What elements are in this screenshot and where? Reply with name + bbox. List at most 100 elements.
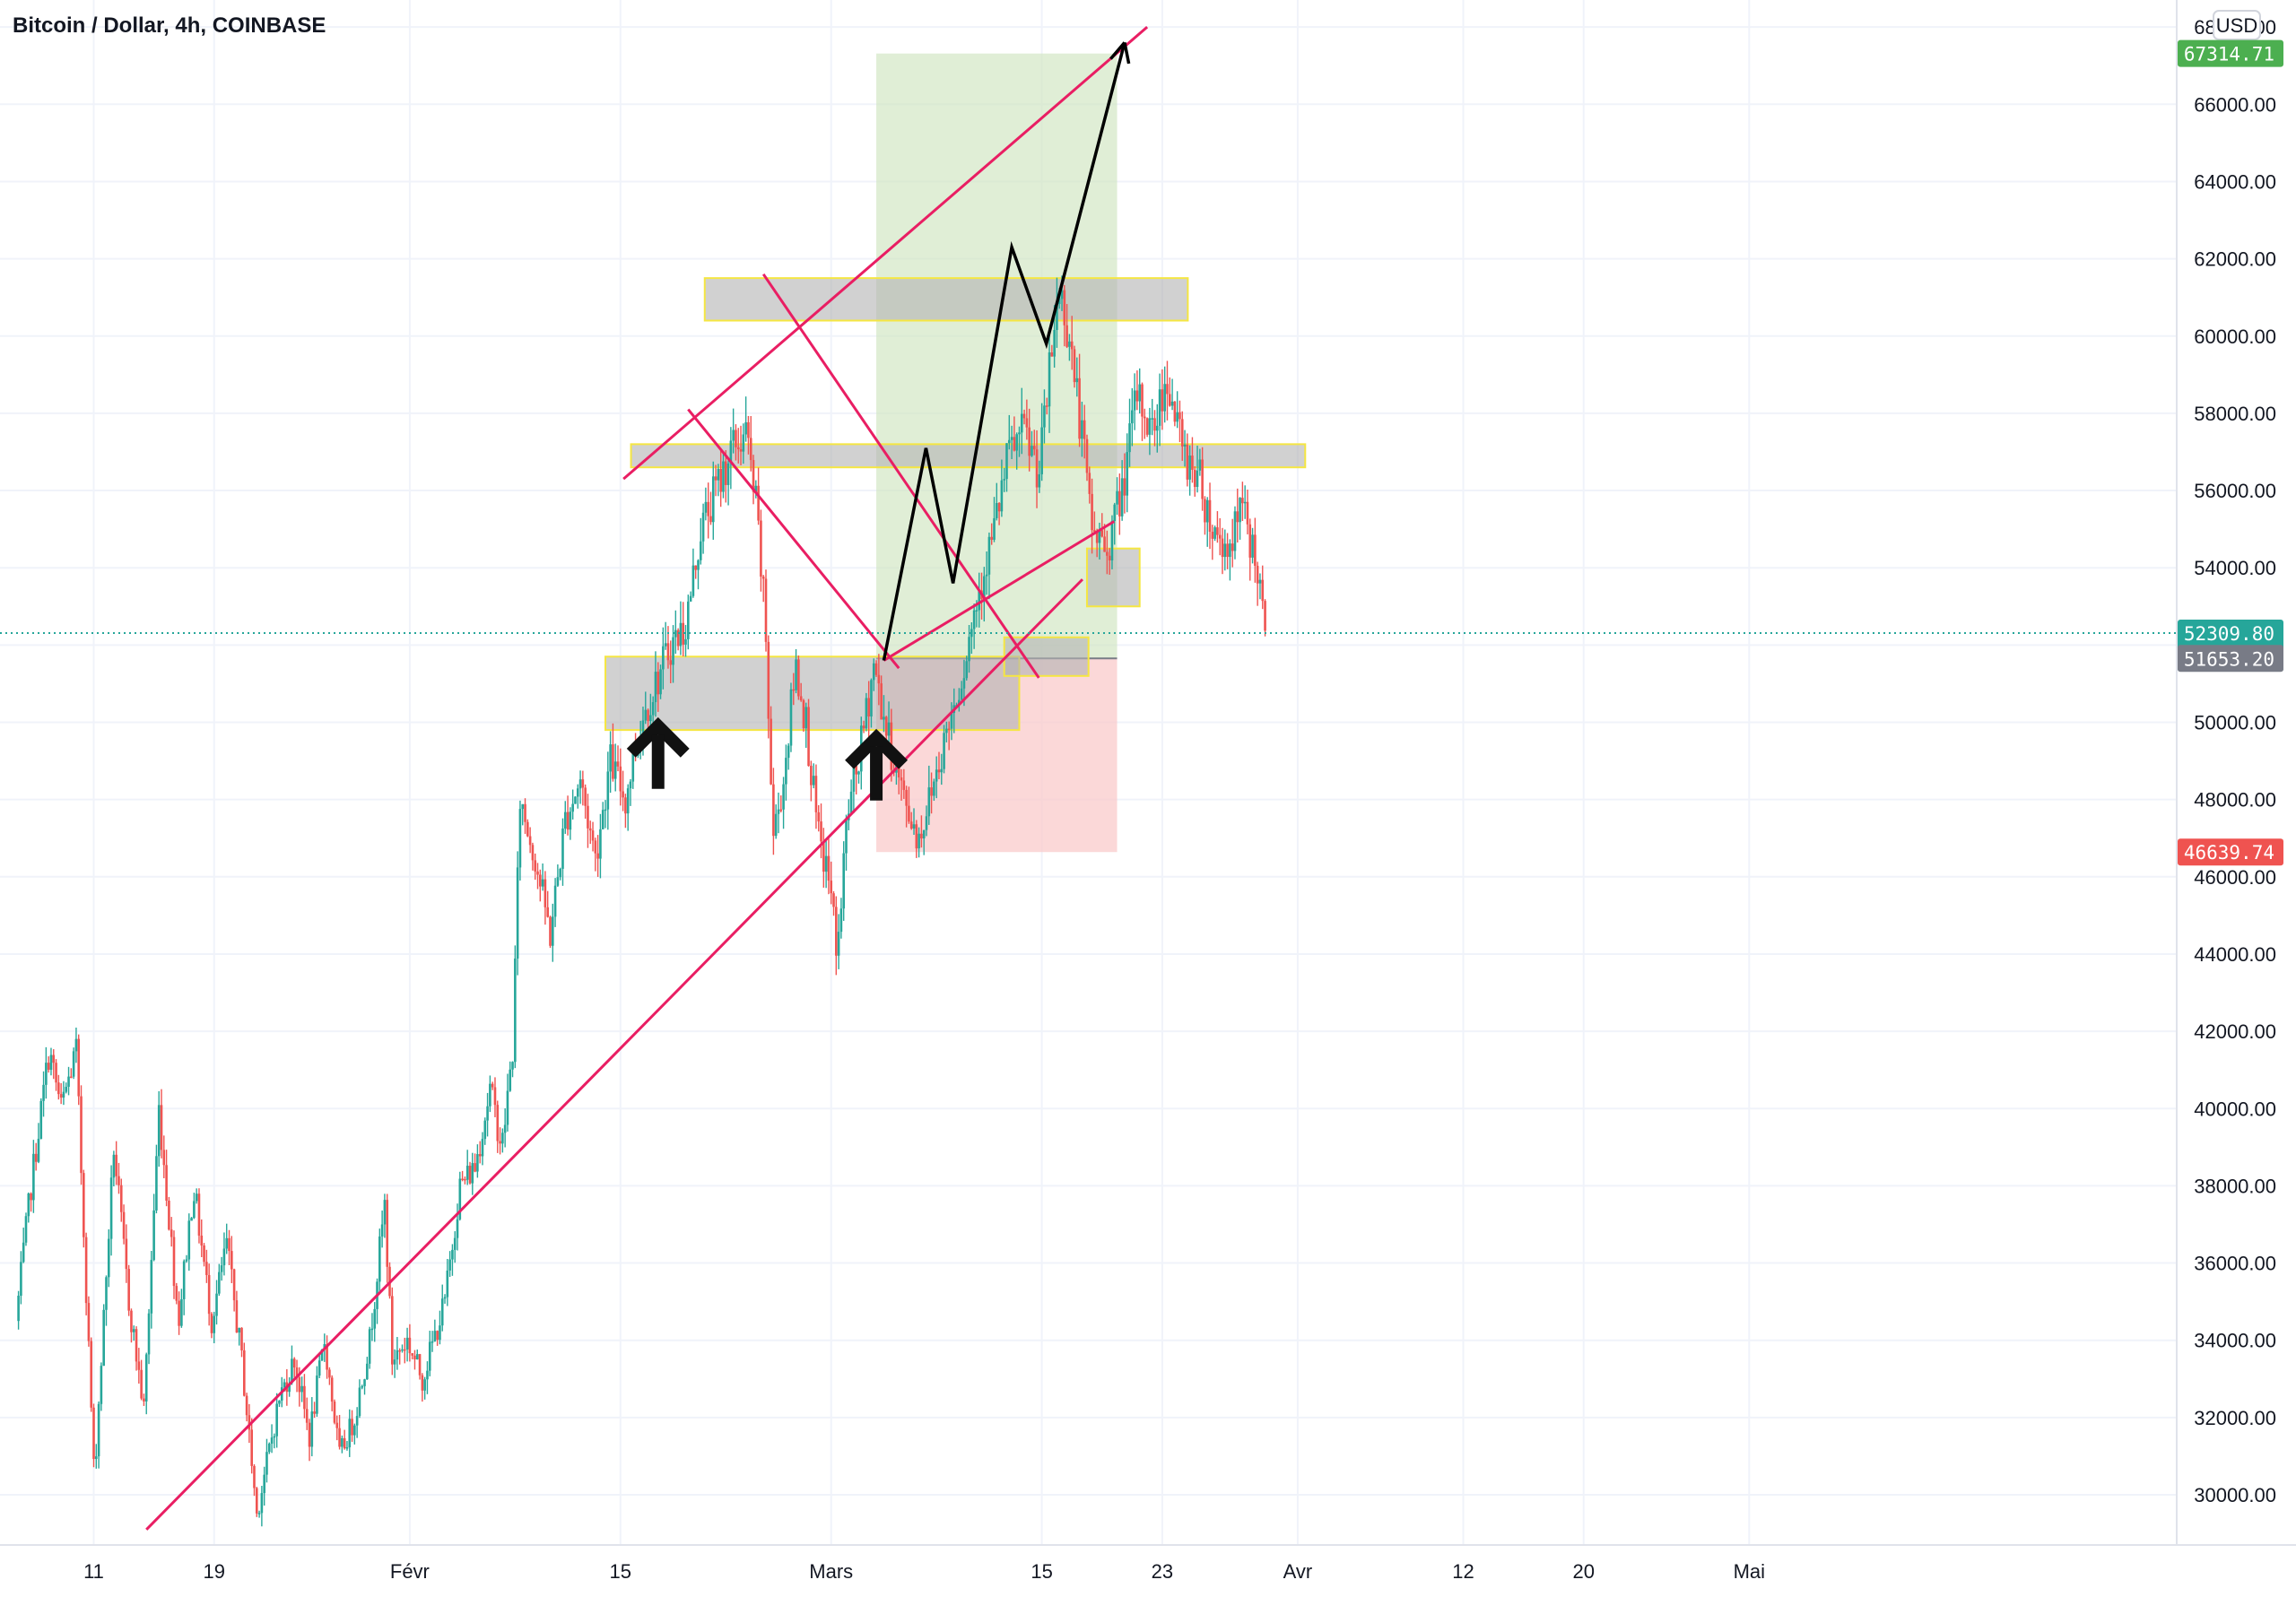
long-position-tool[interactable]: [876, 53, 1118, 853]
candle-body: [744, 421, 747, 435]
candle-body: [203, 1245, 205, 1263]
candle-body: [767, 641, 770, 719]
candle-body: [1110, 521, 1114, 560]
candle-body: [1213, 527, 1216, 539]
candle-body: [909, 821, 913, 829]
candle-body: [1126, 452, 1129, 496]
candle-body: [175, 1286, 178, 1301]
candle-body: [37, 1139, 40, 1162]
x-tick-label: 19: [203, 1560, 224, 1583]
candle-body: [544, 879, 547, 907]
currency-button[interactable]: [2213, 10, 2261, 40]
candle-body: [872, 663, 875, 681]
candle-body: [1128, 423, 1131, 453]
candle-body: [852, 766, 856, 792]
zone-rect[interactable]: [1085, 547, 1141, 608]
candle-body: [687, 601, 690, 639]
candle-body: [248, 1415, 251, 1430]
candle-body: [945, 728, 948, 733]
trendlines[interactable]: [0, 26, 2177, 1531]
candle-body: [308, 1422, 311, 1447]
zone-rect[interactable]: [703, 277, 1189, 322]
y-tick-label: 58000.00: [2194, 403, 2276, 425]
candle-body: [1155, 425, 1159, 431]
candle-body: [1161, 389, 1164, 412]
target-price-tag: [2178, 39, 2283, 67]
candle-body: [654, 672, 657, 703]
candle-body: [368, 1329, 371, 1364]
time-scale[interactable]: [0, 1545, 2296, 1593]
candle-body: [559, 868, 561, 878]
candle-body: [90, 1341, 93, 1408]
price-scale[interactable]: [2177, 0, 2296, 1593]
candle-body: [1060, 290, 1064, 299]
candle-body: [393, 1359, 396, 1365]
candle-body: [824, 855, 828, 872]
candle-body: [587, 805, 589, 829]
candle-body: [1106, 551, 1109, 556]
trendline[interactable]: [883, 520, 1115, 662]
y-tick-label: 32000.00: [2194, 1407, 2276, 1429]
x-tick-label: 23: [1152, 1560, 1173, 1583]
candle-body: [666, 643, 670, 661]
candle-body: [1028, 427, 1031, 456]
candle-body: [200, 1235, 204, 1245]
candle-body: [295, 1367, 299, 1378]
candle-body: [613, 761, 617, 779]
up-arrow-head[interactable]: [845, 728, 909, 769]
trendline[interactable]: [145, 578, 1084, 1531]
candle-body: [440, 1298, 444, 1326]
candle-body: [370, 1328, 374, 1331]
trendline[interactable]: [622, 26, 1149, 481]
arrows[interactable]: [626, 716, 909, 801]
candle-body: [168, 1201, 170, 1230]
candle-body: [900, 777, 903, 781]
y-tick-label: 62000.00: [2194, 248, 2276, 271]
projection-line[interactable]: [882, 41, 1126, 661]
candle-body: [536, 871, 539, 875]
candle-body: [65, 1087, 68, 1092]
candle-body: [1186, 444, 1189, 480]
candle-body: [704, 501, 708, 513]
candle-body: [754, 485, 758, 492]
candle-body: [27, 1193, 30, 1217]
candle-body: [584, 787, 587, 806]
candle-body: [190, 1218, 193, 1221]
candle-body: [1173, 401, 1177, 422]
candle-body: [1254, 534, 1257, 566]
projection-path[interactable]: [882, 41, 1131, 661]
zone-rect[interactable]: [1003, 636, 1090, 677]
entry-price-tag: [2178, 645, 2283, 673]
candle-body: [1131, 410, 1134, 424]
candle-body: [1151, 418, 1153, 420]
candle-body: [1032, 446, 1036, 450]
candle-body: [807, 707, 810, 767]
candle-body: [405, 1337, 409, 1350]
candle-body: [897, 763, 900, 778]
candle-body: [644, 709, 648, 721]
target-area[interactable]: [876, 53, 1118, 659]
candle-body: [288, 1383, 291, 1393]
candle-body: [669, 660, 673, 665]
candle-body: [185, 1259, 188, 1262]
candle-body: [1180, 419, 1184, 447]
zone-rect[interactable]: [604, 655, 1021, 732]
candle-body: [147, 1313, 151, 1355]
candle-body: [943, 733, 945, 769]
candle-body: [662, 646, 665, 670]
trendline[interactable]: [687, 408, 900, 670]
candle-body: [566, 812, 570, 830]
candle-body: [486, 1106, 489, 1121]
candle-body: [59, 1094, 63, 1098]
candle-body: [1085, 438, 1089, 473]
candle-body: [300, 1385, 303, 1393]
candle-body: [1091, 493, 1093, 531]
candle-body: [122, 1211, 126, 1239]
trendline[interactable]: [761, 273, 1040, 679]
up-arrow-head[interactable]: [626, 716, 690, 758]
candle-body: [240, 1327, 243, 1350]
candle-body: [1003, 479, 1005, 481]
candle-body: [483, 1120, 487, 1140]
